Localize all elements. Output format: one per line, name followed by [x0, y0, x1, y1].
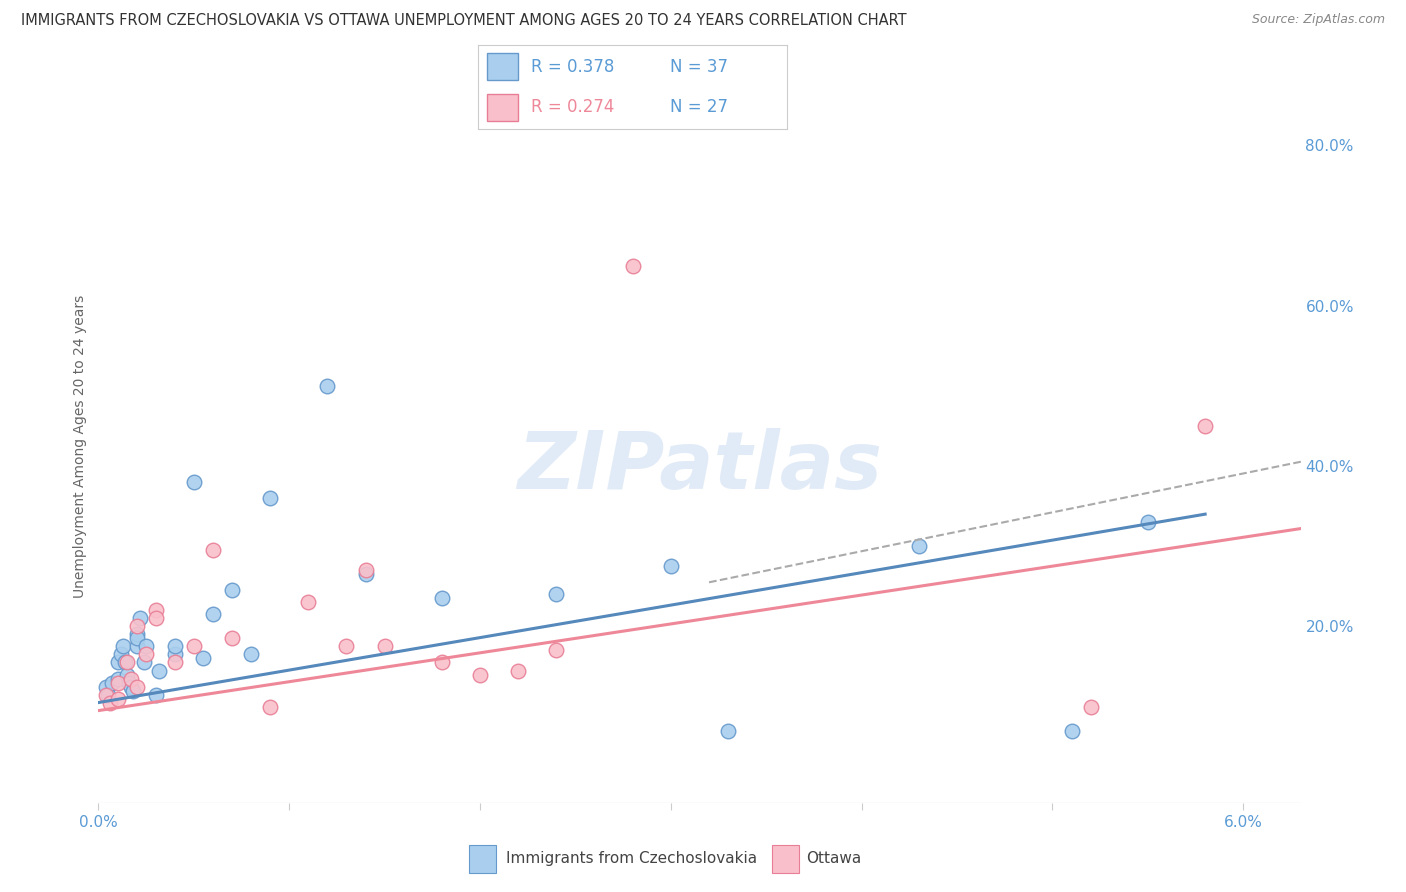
Point — [115, 656, 138, 670]
Point — [148, 664, 170, 678]
Text: N = 27: N = 27 — [669, 98, 728, 116]
Point — [120, 672, 142, 686]
Point — [107, 691, 129, 706]
Point — [659, 559, 682, 574]
Point — [94, 680, 117, 694]
FancyBboxPatch shape — [488, 54, 519, 80]
Point — [125, 619, 148, 633]
Point — [107, 656, 129, 670]
Point — [201, 543, 224, 558]
Point — [145, 611, 167, 625]
Point — [717, 723, 740, 738]
Point — [115, 667, 138, 681]
Point — [135, 648, 157, 662]
Text: N = 37: N = 37 — [669, 58, 728, 76]
Point — [118, 675, 141, 690]
Point — [125, 627, 148, 641]
Point — [908, 539, 931, 553]
Text: Source: ZipAtlas.com: Source: ZipAtlas.com — [1251, 13, 1385, 27]
Y-axis label: Unemployment Among Ages 20 to 24 years: Unemployment Among Ages 20 to 24 years — [73, 294, 87, 598]
Point — [112, 640, 135, 654]
Text: IMMIGRANTS FROM CZECHOSLOVAKIA VS OTTAWA UNEMPLOYMENT AMONG AGES 20 TO 24 YEARS : IMMIGRANTS FROM CZECHOSLOVAKIA VS OTTAWA… — [21, 13, 907, 29]
FancyBboxPatch shape — [772, 845, 799, 872]
Point — [335, 640, 357, 654]
Point — [354, 567, 377, 582]
Point — [221, 632, 243, 646]
Text: R = 0.378: R = 0.378 — [530, 58, 614, 76]
Point — [107, 675, 129, 690]
Point — [145, 688, 167, 702]
Point — [430, 656, 453, 670]
Point — [1060, 723, 1083, 738]
Point — [107, 672, 129, 686]
Point — [297, 595, 319, 609]
Text: R = 0.274: R = 0.274 — [530, 98, 614, 116]
Point — [1080, 699, 1102, 714]
Text: ZIPatlas: ZIPatlas — [517, 428, 882, 507]
Point — [1194, 419, 1216, 434]
Point — [101, 675, 124, 690]
Point — [163, 656, 186, 670]
Point — [135, 640, 157, 654]
FancyBboxPatch shape — [470, 845, 496, 872]
Point — [621, 259, 644, 273]
FancyBboxPatch shape — [488, 94, 519, 120]
Point — [430, 591, 453, 606]
Point — [134, 656, 156, 670]
Point — [121, 683, 143, 698]
Point — [546, 643, 568, 657]
Point — [129, 611, 152, 625]
Point — [354, 563, 377, 577]
Point — [240, 648, 263, 662]
Point — [163, 648, 186, 662]
Point — [183, 475, 205, 489]
Point — [125, 632, 148, 646]
Point — [468, 667, 491, 681]
Point — [110, 648, 132, 662]
Text: Ottawa: Ottawa — [806, 851, 862, 866]
Point — [98, 696, 121, 710]
Point — [114, 656, 136, 670]
Point — [508, 664, 530, 678]
Point — [201, 607, 224, 622]
Point — [125, 680, 148, 694]
Point — [145, 603, 167, 617]
Point — [259, 699, 281, 714]
Point — [1136, 515, 1159, 529]
Point — [183, 640, 205, 654]
Point — [316, 379, 339, 393]
Point — [97, 688, 120, 702]
Point — [546, 587, 568, 601]
Point — [163, 640, 186, 654]
Point — [120, 680, 142, 694]
Text: Immigrants from Czechoslovakia: Immigrants from Czechoslovakia — [506, 851, 756, 866]
Point — [125, 640, 148, 654]
Point — [94, 688, 117, 702]
Point — [259, 491, 281, 505]
Point — [193, 651, 215, 665]
Point — [374, 640, 396, 654]
Point — [221, 583, 243, 598]
